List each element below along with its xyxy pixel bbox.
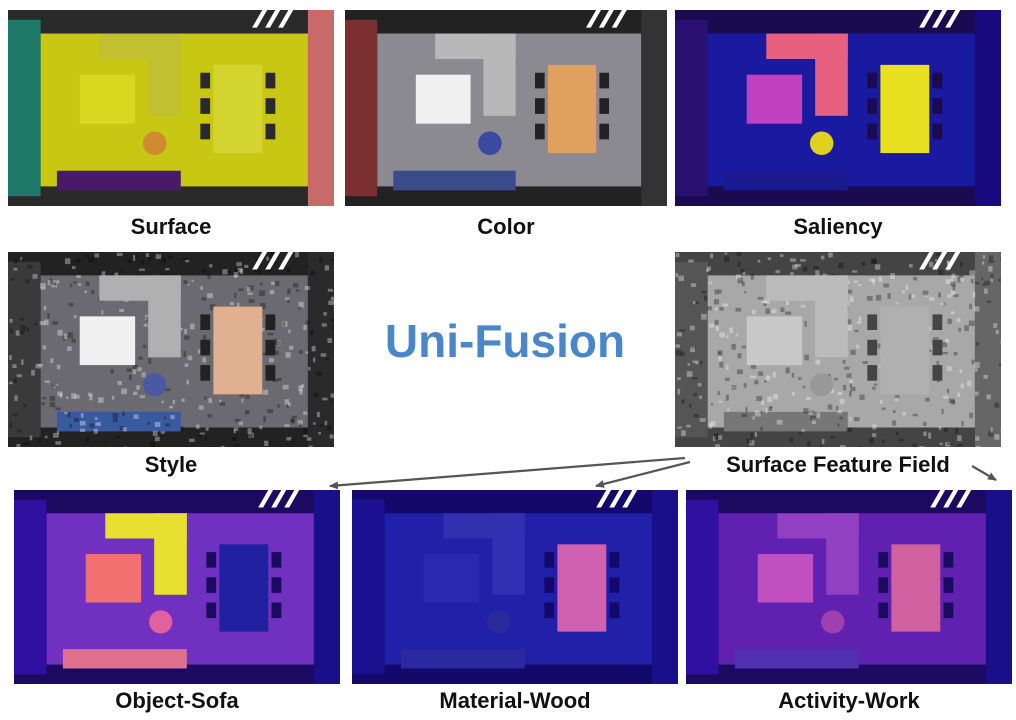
arrow-to-activity-work: [972, 466, 996, 480]
arrow-to-material-wood: [596, 462, 690, 486]
arrow-to-object-sofa: [330, 458, 685, 486]
